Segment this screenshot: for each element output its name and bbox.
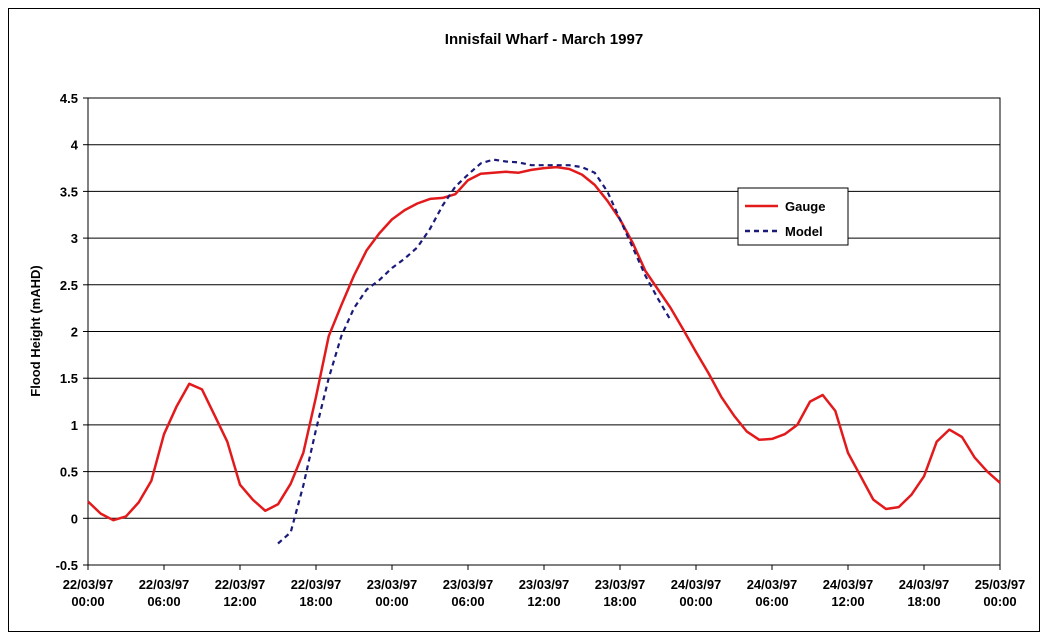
x-tick-label: 24/03/97 12:00 xyxy=(823,577,874,609)
x-tick-label: 24/03/97 00:00 xyxy=(671,577,722,609)
series-line xyxy=(87,165,1001,522)
x-tick-label: 23/03/97 06:00 xyxy=(443,577,494,609)
legend-box xyxy=(737,187,849,246)
x-tick-label: 22/03/97 06:00 xyxy=(139,577,190,609)
chart-border xyxy=(8,8,1040,632)
y-tick-label: 1.5 xyxy=(60,371,78,386)
x-tick-label: 23/03/97 00:00 xyxy=(367,577,418,609)
chart-title: Innisfail Wharf - March 1997 xyxy=(445,31,643,48)
y-tick-label: -0.5 xyxy=(56,558,78,573)
series-line xyxy=(277,158,672,545)
y-tick-label: 3 xyxy=(71,231,78,246)
legend-label: Model xyxy=(785,224,823,239)
y-tick-label: 4 xyxy=(71,138,79,153)
x-tick-label: 23/03/97 18:00 xyxy=(595,577,646,609)
x-tick-label: 25/03/97 00:00 xyxy=(975,577,1026,609)
y-tick-label: 2.5 xyxy=(60,278,78,293)
x-tick-label: 24/03/97 06:00 xyxy=(747,577,798,609)
x-tick-label: 24/03/97 18:00 xyxy=(899,577,950,609)
x-tick-label: 23/03/97 12:00 xyxy=(519,577,570,609)
y-tick-label: 4.5 xyxy=(60,91,78,106)
y-axis-title: Flood Height (mAHD) xyxy=(28,265,43,396)
legend-label: Gauge xyxy=(785,199,825,214)
y-tick-label: 3.5 xyxy=(60,184,78,199)
x-tick-label: 22/03/97 18:00 xyxy=(291,577,342,609)
x-tick-label: 22/03/97 12:00 xyxy=(215,577,266,609)
x-tick-label: 22/03/97 00:00 xyxy=(63,577,114,609)
y-tick-label: 0 xyxy=(71,511,78,526)
y-tick-label: 1 xyxy=(71,418,78,433)
y-tick-label: 2 xyxy=(71,325,78,340)
y-tick-label: 0.5 xyxy=(60,465,78,480)
legend: Gauge Model xyxy=(737,187,849,246)
